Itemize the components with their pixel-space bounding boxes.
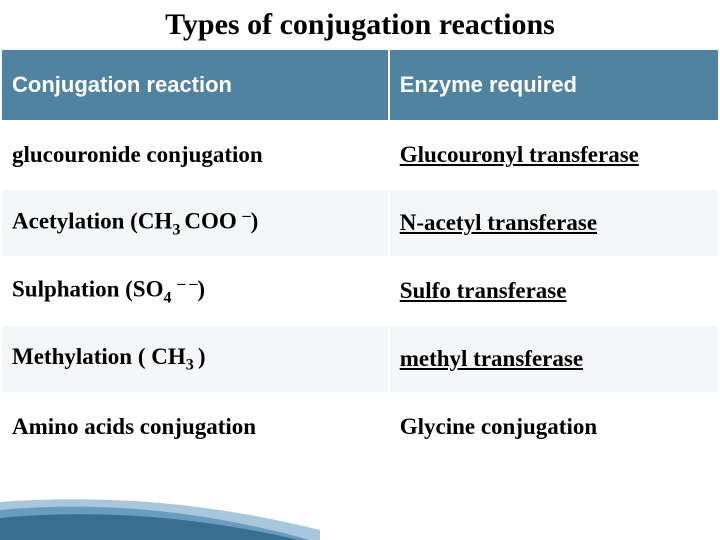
conjugation-table: Conjugation reaction Enzyme required glu…	[0, 48, 720, 462]
col-header-enzyme: Enzyme required	[389, 49, 719, 121]
col-header-reaction: Conjugation reaction	[1, 49, 389, 121]
cell-enzyme: Sulfo transferase	[389, 257, 719, 325]
cell-enzyme: methyl transferase	[389, 325, 719, 393]
table-row: Methylation ( CH3 )methyl transferase	[1, 325, 719, 393]
cell-reaction: Methylation ( CH3 )	[1, 325, 389, 393]
slide-title: Types of conjugation reactions	[0, 0, 720, 48]
cell-reaction: glucouronide conjugation	[1, 121, 389, 189]
cell-reaction: Acetylation (CH3 COO –)	[1, 189, 389, 257]
table-row: glucouronide conjugationGlucouronyl tran…	[1, 121, 719, 189]
table-body: glucouronide conjugationGlucouronyl tran…	[1, 121, 719, 461]
cell-reaction: Sulphation (SO4 – –)	[1, 257, 389, 325]
table-row: Amino acids conjugationGlycine conjugati…	[1, 393, 719, 461]
table-header-row: Conjugation reaction Enzyme required	[1, 49, 719, 121]
cell-reaction: Amino acids conjugation	[1, 393, 389, 461]
cell-enzyme: Glycine conjugation	[389, 393, 719, 461]
decorative-swoosh	[0, 490, 320, 540]
cell-enzyme: N-acetyl transferase	[389, 189, 719, 257]
table-row: Acetylation (CH3 COO –)N-acetyl transfer…	[1, 189, 719, 257]
cell-enzyme: Glucouronyl transferase	[389, 121, 719, 189]
table-row: Sulphation (SO4 – –)Sulfo transferase	[1, 257, 719, 325]
